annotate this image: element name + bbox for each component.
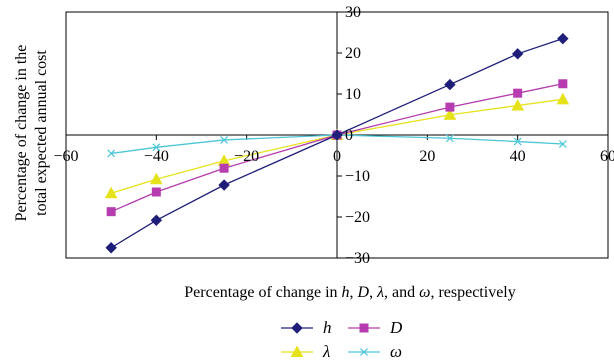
marker-stroke xyxy=(558,140,567,148)
data-point xyxy=(445,134,454,143)
series-layer xyxy=(104,32,570,254)
legend-entry: D xyxy=(348,318,403,337)
data-point xyxy=(218,179,230,191)
data-point xyxy=(220,135,229,144)
marker-stroke xyxy=(445,134,454,143)
legend-entry: h xyxy=(281,318,332,337)
legend-entry: ω xyxy=(348,342,402,361)
data-point xyxy=(104,186,118,199)
data-point xyxy=(511,98,525,111)
data-point xyxy=(513,88,523,98)
legend-entry: λ xyxy=(281,342,330,361)
x-tick-label: −60 xyxy=(53,148,78,165)
y-tick-label: 20 xyxy=(345,45,361,62)
x-axis-label: Percentage of change in h, D, λ, and ω, … xyxy=(184,284,515,301)
y-axis-label-line-1: Percentage of change in the xyxy=(13,45,30,222)
data-point xyxy=(331,129,343,141)
x-axis-label-part: , xyxy=(350,284,358,301)
x-tick-label: 60 xyxy=(600,148,614,165)
data-point xyxy=(557,32,569,45)
x-tick-label: −20 xyxy=(234,148,259,165)
x-axis-label-part: , xyxy=(369,284,377,301)
legend-marker xyxy=(291,322,303,334)
y-tick-label: 0 xyxy=(345,127,353,144)
legend-label: D xyxy=(389,318,403,337)
y-axis-label-line-2: total expected annual cost xyxy=(33,50,50,216)
x-axis-label-part: , respectively xyxy=(430,284,515,301)
y-tick-label: 30 xyxy=(345,4,361,21)
legend-marker xyxy=(290,345,304,357)
x-axis-label-part: ω xyxy=(419,284,430,301)
legend-marker xyxy=(360,348,368,356)
data-point xyxy=(219,163,229,173)
legend-label: h xyxy=(323,318,332,337)
y-tick-label: −20 xyxy=(345,209,370,226)
data-point xyxy=(556,92,570,105)
y-tick-label: −10 xyxy=(345,168,370,185)
x-tick-label: 40 xyxy=(510,148,526,165)
legend-label: λ xyxy=(322,342,330,361)
x-tick-label: 20 xyxy=(419,148,435,165)
y-tick-label: 10 xyxy=(345,86,361,103)
data-point xyxy=(558,79,568,89)
data-point xyxy=(152,143,161,152)
data-point xyxy=(149,172,163,185)
y-tick-label: −30 xyxy=(345,250,370,267)
x-axis-label-part: , and xyxy=(384,284,419,301)
legend-label: ω xyxy=(390,342,402,361)
data-point xyxy=(511,48,524,60)
data-point xyxy=(107,149,116,158)
x-axis-label-part: λ xyxy=(376,284,384,301)
x-tick-label: −40 xyxy=(144,148,169,165)
x-axis-label-part: h xyxy=(342,284,350,301)
marker-stroke xyxy=(360,348,368,356)
data-point xyxy=(558,140,567,148)
series-1 xyxy=(105,32,569,254)
data-point xyxy=(106,207,116,217)
x-tick-label: 0 xyxy=(333,148,341,165)
data-point xyxy=(513,137,522,146)
data-point xyxy=(445,102,455,112)
marker-stroke xyxy=(513,137,522,146)
data-point xyxy=(150,214,163,226)
legend: h Dλ ω xyxy=(281,318,403,361)
marker-stroke xyxy=(220,135,229,144)
data-point xyxy=(444,78,456,91)
x-axis-label-part: Percentage of change in xyxy=(184,284,341,301)
data-point xyxy=(443,108,457,120)
y-axis-label: Percentage of change in the total expect… xyxy=(13,45,50,222)
x-axis-label-part: D xyxy=(357,284,370,301)
legend-marker xyxy=(359,323,369,333)
marker-stroke xyxy=(107,149,116,158)
data-point xyxy=(151,187,161,197)
marker-stroke xyxy=(152,143,161,152)
data-point xyxy=(105,242,117,254)
